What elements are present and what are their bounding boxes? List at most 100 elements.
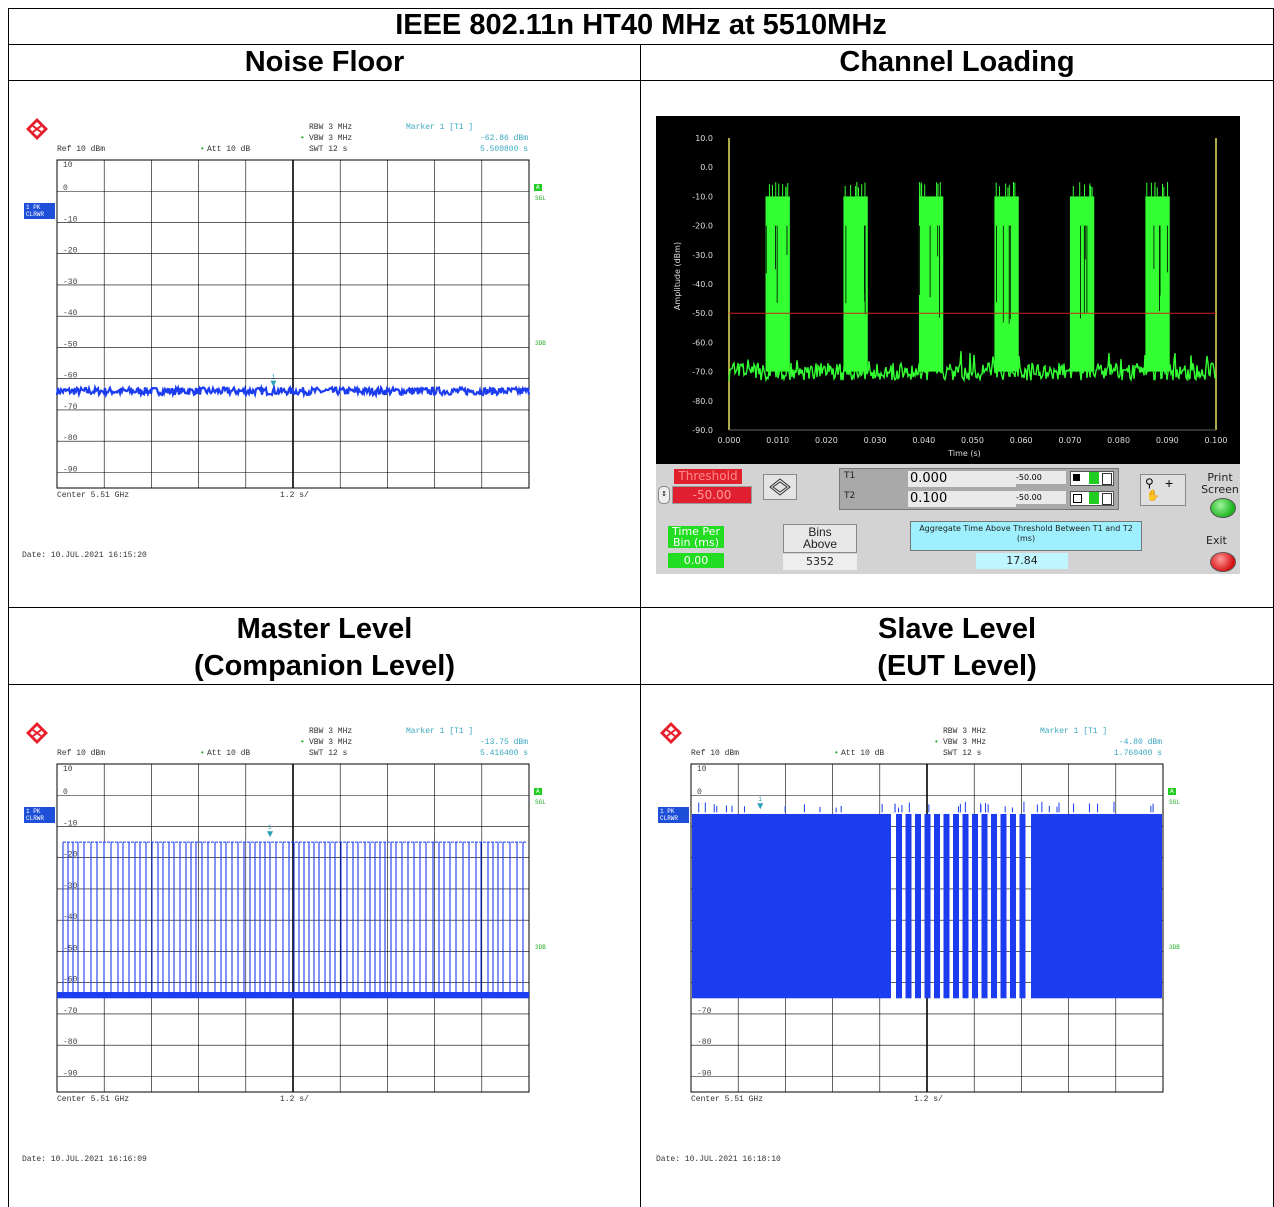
header-channel-loading: Channel Loading bbox=[839, 46, 1075, 78]
swt-label: SWT 12 s bbox=[943, 749, 982, 758]
marker-1-icon bbox=[757, 803, 764, 810]
graph-palette[interactable]: ⚲ + ✋ bbox=[1140, 474, 1186, 506]
capture-date: Date: 10.JUL.2021 16:18:10 bbox=[656, 1155, 781, 1164]
marker-1-label: 1 bbox=[268, 824, 272, 831]
y-tick-label: -90 bbox=[63, 1069, 78, 1078]
marker-title: Marker 1 [T1 ] bbox=[406, 727, 474, 736]
cl-x-tick-label: 0.010 bbox=[766, 436, 789, 445]
sweep-per-div: 1.2 s/ bbox=[280, 1095, 309, 1104]
cl-trace-burst bbox=[843, 196, 868, 372]
cl-x-tick-label: 0.030 bbox=[864, 436, 887, 445]
trace-badge-2: CLRWR bbox=[26, 815, 45, 822]
marker-level: -62.86 dBm bbox=[479, 134, 528, 143]
y-tick-label: -40 bbox=[63, 309, 78, 318]
cl-y-tick-label: 10.0 bbox=[695, 134, 713, 143]
t1-label: T1 bbox=[844, 471, 856, 481]
capture-date: Date: 10.JUL.2021 16:15:20 bbox=[22, 551, 147, 560]
sweep-per-div: 1.2 s/ bbox=[280, 491, 309, 500]
trace-burst bbox=[962, 813, 969, 999]
cl-x-tick-label: 0.090 bbox=[1156, 436, 1179, 445]
y-tick-label: 0 bbox=[697, 788, 702, 797]
cl-x-tick-label: 0.000 bbox=[718, 436, 741, 445]
rs-logo-icon bbox=[26, 118, 48, 140]
swt-label: SWT 12 s bbox=[309, 749, 348, 758]
analyzer-plot: 100-10-20-30-40-50-60-70-80-901 bbox=[690, 763, 1164, 1093]
t1-amp-field[interactable]: -50.00 bbox=[1016, 471, 1066, 484]
trace-burst bbox=[1000, 813, 1007, 999]
vbw-dot: • bbox=[300, 134, 305, 143]
trace-burst bbox=[1010, 813, 1016, 999]
diamond-arrows-icon bbox=[769, 478, 791, 496]
sgl-label: SGL bbox=[1169, 799, 1180, 806]
y-tick-label: -90 bbox=[697, 1069, 712, 1078]
marker-1-label: 1 bbox=[758, 796, 762, 803]
cl-trace-baseline bbox=[728, 351, 1217, 383]
aggregate-value: 17.84 bbox=[976, 553, 1068, 569]
exit-button[interactable] bbox=[1210, 552, 1236, 572]
threshold-spinner[interactable]: ⇕ bbox=[658, 486, 670, 504]
3db-label: 3DB bbox=[535, 944, 546, 951]
cl-y-tick-label: -60.0 bbox=[692, 338, 713, 347]
cl-x-tick-label: 0.020 bbox=[815, 436, 838, 445]
cl-x-tick-label: 0.050 bbox=[961, 436, 984, 445]
hand-icon[interactable]: ✋ bbox=[1146, 490, 1160, 502]
ref-level: Ref 10 dBm bbox=[57, 749, 106, 758]
center-frequency: Center 5.51 GHz bbox=[57, 1095, 130, 1104]
t2-time-field[interactable]: 0.100 bbox=[908, 491, 1016, 507]
attenuation: Att 10 dB bbox=[207, 145, 251, 154]
master-level-analyzer: RBW 3 MHz • VBW 3 MHz SWT 12 s Marker 1 [T1 … bbox=[20, 719, 620, 1169]
cl-trace-burst bbox=[1069, 196, 1095, 372]
t1-time-field[interactable]: 0.000 bbox=[908, 471, 1016, 487]
cl-y-tick-label: -90.0 bbox=[692, 426, 713, 435]
trace-baseline bbox=[57, 992, 529, 999]
t2-style-control[interactable] bbox=[1070, 491, 1114, 506]
marker-level: -4.80 dBm bbox=[1118, 738, 1162, 747]
trace-badge-2: CLRWR bbox=[660, 815, 679, 822]
marker-time: 5.416400 s bbox=[479, 749, 528, 758]
sweep-per-div: 1.2 s/ bbox=[914, 1095, 943, 1104]
ref-level: Ref 10 dBm bbox=[57, 145, 106, 154]
trace-badge-2: CLRWR bbox=[26, 211, 45, 218]
sgl-label: SGL bbox=[535, 799, 546, 806]
att-dot: • bbox=[200, 749, 205, 758]
pan-cursor-icon[interactable]: + bbox=[1165, 475, 1174, 491]
vbw-dot: • bbox=[934, 738, 939, 747]
y-tick-label: -70 bbox=[63, 1007, 78, 1016]
att-dot: • bbox=[834, 749, 839, 758]
rbw-label: RBW 3 MHz bbox=[309, 727, 353, 736]
bins-above-label: Bins Above bbox=[783, 524, 857, 553]
trace-fill bbox=[1031, 813, 1162, 999]
a-badge: A bbox=[1168, 788, 1176, 795]
threshold-input[interactable]: -50.00 bbox=[672, 486, 752, 504]
cl-x-tick-label: 0.080 bbox=[1107, 436, 1130, 445]
y-tick-label: -50 bbox=[63, 340, 78, 349]
marker-title: Marker 1 [T1 ] bbox=[1040, 727, 1108, 736]
sgl-label: SGL bbox=[535, 195, 546, 202]
cl-trace-burst bbox=[918, 196, 944, 372]
cursor-legend: T1 0.000 -50.00 T2 0.100 -50.00 bbox=[839, 468, 1119, 510]
crosshair-icon bbox=[1089, 492, 1099, 504]
trace-burst bbox=[981, 813, 988, 999]
y-tick-label: -20 bbox=[63, 851, 78, 860]
y-tick-label: -70 bbox=[63, 403, 78, 412]
trace-badge: 1 PK CLRWR bbox=[24, 807, 55, 823]
lock-icon bbox=[1102, 493, 1112, 505]
header-slave-level: Slave Level bbox=[878, 613, 1036, 645]
trace-burst bbox=[934, 813, 940, 999]
zoom-icon[interactable]: ⚲ bbox=[1145, 476, 1154, 490]
print-screen-button[interactable] bbox=[1210, 498, 1236, 518]
center-frequency: Center 5.51 GHz bbox=[57, 491, 130, 500]
autoscale-button[interactable] bbox=[763, 474, 797, 500]
y-tick-label: -80 bbox=[63, 434, 78, 443]
trace-burst bbox=[905, 813, 912, 999]
cl-y-tick-label: -40.0 bbox=[692, 280, 713, 289]
y-tick-label: -10 bbox=[63, 819, 78, 828]
ref-level: Ref 10 dBm bbox=[691, 749, 740, 758]
analyzer-plot: 100-10-20-30-40-50-60-70-80-901 bbox=[55, 159, 531, 489]
t2-amp-field[interactable]: -50.00 bbox=[1016, 491, 1066, 504]
center-frequency: Center 5.51 GHz bbox=[691, 1095, 764, 1104]
3db-label: 3DB bbox=[1169, 944, 1180, 951]
attenuation: Att 10 dB bbox=[207, 749, 251, 758]
t1-style-control[interactable] bbox=[1070, 471, 1114, 486]
cl-x-tick-label: 0.060 bbox=[1010, 436, 1033, 445]
